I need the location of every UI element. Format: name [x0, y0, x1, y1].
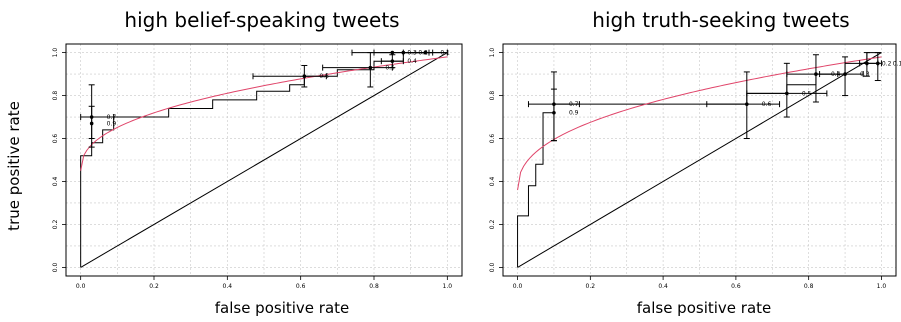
threshold-point: [785, 91, 789, 96]
threshold-point: [552, 102, 556, 106]
y-tick-label: 0.8: [489, 91, 496, 101]
x-tick-label: 0.2: [586, 283, 596, 290]
x-tick-label: 1.0: [877, 283, 887, 290]
x-axis-label: false positive rate: [215, 299, 350, 317]
threshold-point: [843, 72, 847, 76]
x-tick-label: 0.6: [731, 283, 741, 290]
x-tick-label: 0.8: [804, 283, 814, 290]
y-tick-label: 0.4: [489, 177, 496, 187]
threshold-label: 0.1: [893, 60, 901, 67]
y-tick-label: 0.6: [489, 134, 496, 144]
x-axis-label: false positive rate: [637, 299, 772, 317]
chart-panel-truth-seeking: high truth-seeking tweets false positive…: [489, 8, 901, 317]
chart-title: high belief-speaking tweets: [124, 8, 399, 32]
threshold-label: 0.6: [319, 73, 329, 80]
shared-ylabel: true positive rate: [5, 101, 23, 231]
threshold-point: [368, 65, 373, 70]
y-tick-label: 0.6: [52, 134, 59, 144]
threshold-label: 0.9: [107, 120, 117, 127]
y-tick-label: 0.8: [52, 91, 59, 101]
threshold-label: 0.7: [569, 101, 579, 108]
roc-step-curve: [80, 52, 448, 268]
threshold-point: [814, 72, 818, 76]
chart-panel-belief-speaking: high belief-speaking tweets false positi…: [52, 8, 463, 317]
threshold-point: [302, 74, 307, 79]
fitted-roc-curve: [517, 56, 882, 191]
threshold-point: [390, 59, 395, 63]
threshold-label: 0.5: [802, 90, 812, 97]
threshold-label: 0.9: [569, 110, 579, 117]
y-tick-label: 0.2: [52, 219, 59, 229]
y-tick-label: 0.0: [489, 262, 496, 272]
chance-diagonal-line: [517, 52, 882, 268]
x-tick-label: 0.2: [149, 283, 159, 290]
fitted-roc-curve: [80, 56, 448, 171]
x-tick-label: 0.6: [296, 283, 306, 290]
x-tick-label: 1.0: [443, 283, 453, 290]
threshold-label: 0.2: [882, 60, 892, 67]
x-tick-label: 0.4: [658, 283, 668, 290]
chart-title: high truth-seeking tweets: [592, 8, 849, 32]
threshold-point: [876, 61, 880, 66]
threshold-label: 0.4: [407, 58, 417, 65]
x-tick-label: 0.8: [369, 283, 379, 290]
plot-frame: [502, 43, 897, 277]
plot-frame: [65, 43, 463, 277]
threshold-label: 0.1: [440, 50, 450, 57]
threshold-label: 0.3: [860, 71, 870, 78]
x-tick-label: 0.4: [223, 283, 233, 290]
y-tick-label: 0.2: [489, 219, 496, 229]
x-tick-label: 0.0: [513, 283, 523, 290]
threshold-label: 0.6: [762, 101, 772, 108]
y-tick-label: 1.0: [52, 48, 59, 58]
threshold-point: [745, 102, 749, 106]
y-tick-label: 1.0: [489, 48, 496, 58]
threshold-label: 0.7: [107, 114, 117, 121]
y-tick-label: 0.0: [52, 262, 59, 272]
chance-diagonal-line: [80, 52, 448, 268]
x-tick-label: 0.0: [76, 283, 86, 290]
threshold-point: [423, 50, 428, 55]
threshold-point: [89, 115, 94, 119]
y-tick-label: 0.4: [52, 177, 59, 187]
